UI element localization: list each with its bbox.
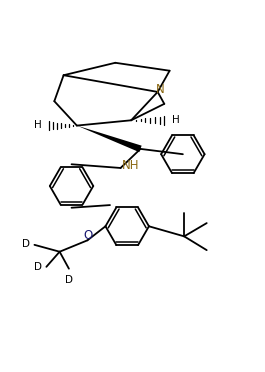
Text: NH: NH <box>122 159 139 172</box>
Text: D: D <box>34 262 42 272</box>
Text: D: D <box>22 239 30 249</box>
Text: N: N <box>155 83 164 96</box>
Text: D: D <box>65 275 73 285</box>
Text: H: H <box>34 120 42 130</box>
Polygon shape <box>77 126 142 152</box>
Text: H: H <box>172 115 180 125</box>
Text: O: O <box>83 229 92 242</box>
